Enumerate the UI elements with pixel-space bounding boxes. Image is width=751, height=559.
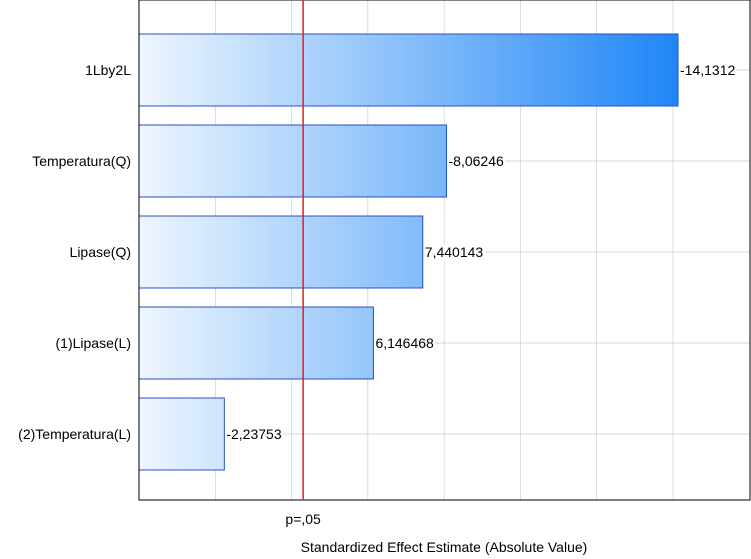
category-label: Temperatura(Q) [32, 153, 131, 169]
bar-1 [138, 124, 448, 198]
value-label-backing [447, 153, 506, 169]
category-label: 1Lby2L [85, 62, 131, 78]
bar-0 [138, 33, 679, 107]
plot-frame [138, 0, 751, 501]
x-axis-title: Standardized Effect Estimate (Absolute V… [301, 539, 588, 555]
labels: 1Lby2L -14,1312 Temperatura(Q) -8,06246 Lipa… [18, 62, 737, 442]
category-label: (2)Temperatura(L) [18, 426, 131, 442]
category-label: (1)Lipase(L) [56, 335, 131, 351]
value-label: 7,440143 [425, 244, 484, 260]
value-label: -8,06246 [449, 153, 504, 169]
bar-2 [138, 215, 424, 289]
bar-4 [138, 397, 225, 471]
significance-label: p=,05 [285, 511, 321, 527]
bar-3 [138, 306, 374, 380]
value-label-backing [225, 426, 283, 442]
value-label-backing [374, 335, 436, 351]
value-label-backing [679, 62, 737, 78]
bars [138, 33, 679, 471]
value-label: -2,23753 [226, 426, 281, 442]
value-label: 6,146468 [375, 335, 434, 351]
value-label-backing [423, 244, 485, 260]
value-label: -14,1312 [680, 62, 735, 78]
category-label: Lipase(Q) [70, 244, 131, 260]
